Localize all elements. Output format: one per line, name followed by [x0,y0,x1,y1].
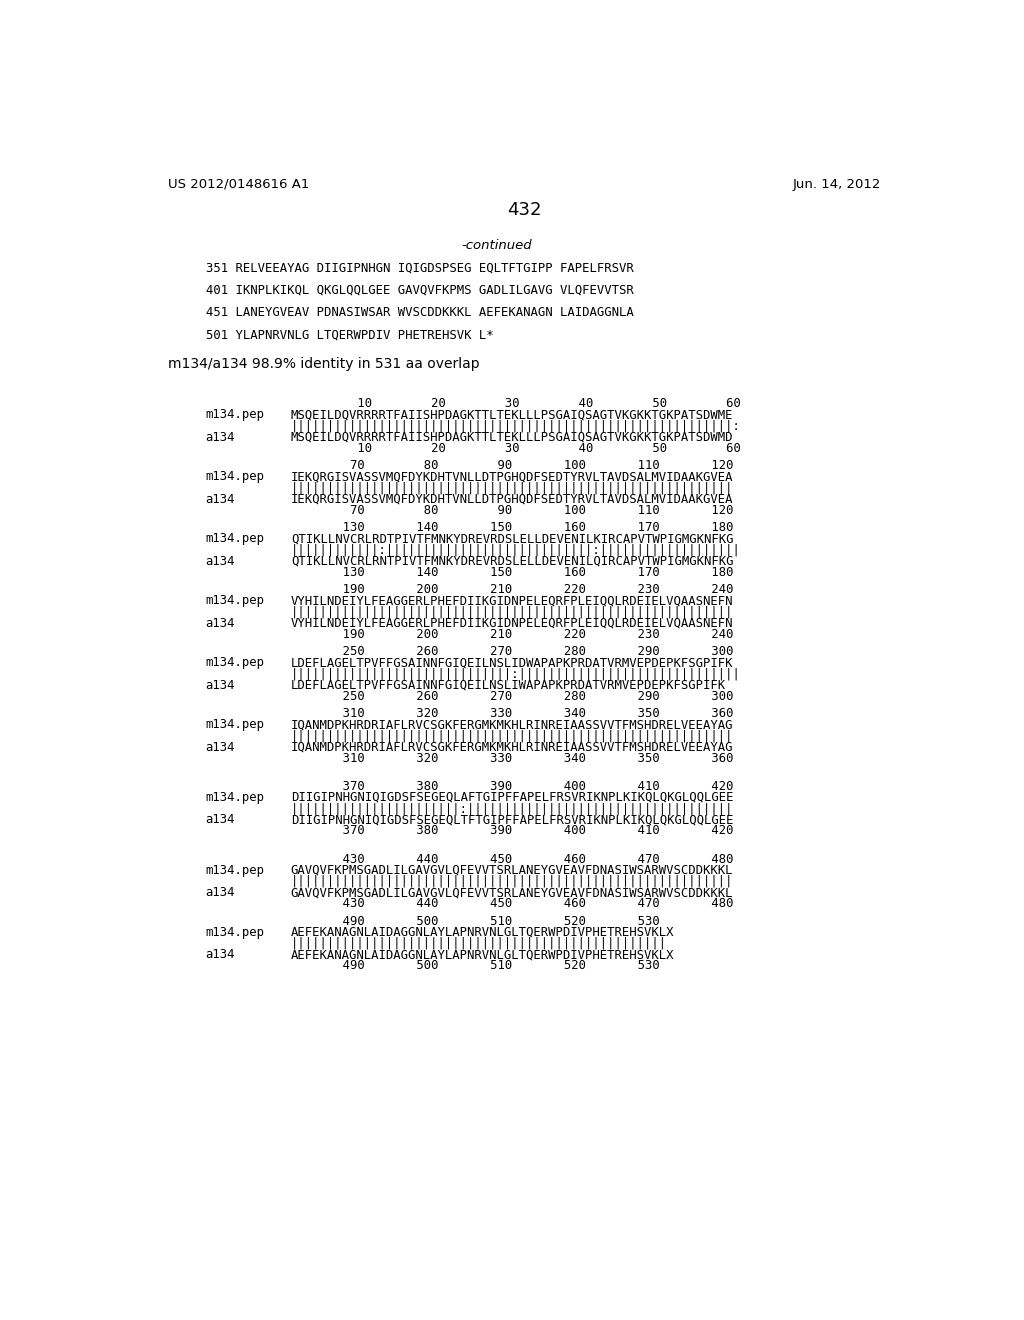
Text: a134: a134 [206,813,234,826]
Text: 250       260       270       280       290       300: 250 260 270 280 290 300 [291,689,733,702]
Text: ||||||||||||:||||||||||||||||||||||||||||:|||||||||||||||||||: ||||||||||||:|||||||||||||||||||||||||||… [291,544,740,557]
Text: AEFEKANAGNLAIDAGGNLAYLAPNRVNLGLTQERWPDIVPHETREHSVKLX: AEFEKANAGNLAIDAGGNLAYLAPNRVNLGLTQERWPDIV… [291,925,674,939]
Text: QTIKLLNVCRLRNTPIVTFMNKYDREVRDSLELLDEVENILQIRCAPVTWPIGMGKNFKG: QTIKLLNVCRLRNTPIVTFMNKYDREVRDSLELLDEVENI… [291,554,733,568]
Text: m134.pep: m134.pep [206,718,264,731]
Text: ||||||||||||||||||||||||||||||||||||||||||||||||||||||||||||: ||||||||||||||||||||||||||||||||||||||||… [291,875,733,888]
Text: m134.pep: m134.pep [206,532,264,545]
Text: 190       200       210       220       230       240: 190 200 210 220 230 240 [291,628,733,640]
Text: IEKQRGISVASSVMQFDYKDHTVNLLDTPGHQDFSEDTYRVLTAVDSALMVIDAAKGVEA: IEKQRGISVASSVMQFDYKDHTVNLLDTPGHQDFSEDTYR… [291,492,733,506]
Text: 190       200       210       220       230       240: 190 200 210 220 230 240 [291,583,733,597]
Text: IQANMDPKHRDRIAFLRVCSGKFERGMKMKHLRINREIAASSVVTFMSHDRELVEЕAYAG: IQANMDPKHRDRIAFLRVCSGKFERGMKMKHLRINREIAA… [291,741,733,754]
Text: m134/a134 98.9% identity in 531 aa overlap: m134/a134 98.9% identity in 531 aa overl… [168,358,480,371]
Text: ||||||||||||||||||||||||||||||||||||||||||||||||||||||||||||:: ||||||||||||||||||||||||||||||||||||||||… [291,420,740,433]
Text: Jun. 14, 2012: Jun. 14, 2012 [793,178,882,190]
Text: a134: a134 [206,741,234,754]
Text: 432: 432 [508,201,542,219]
Text: DIIGIPNHGNIQIGDSFSEGEQLAFTGIPFFAPELFRSVRIKNPLKIKQLQKGLQQLGEE: DIIGIPNHGNIQIGDSFSEGEQLAFTGIPFFAPELFRSVR… [291,791,733,804]
Text: LDEFLAGELTPVFFGSAINNFGIQEILNSLIDWAPAPKPRDATVRMVEPDEPKFSGPIFK: LDEFLAGELTPVFFGSAINNFGIQEILNSLIDWAPAPKPR… [291,656,733,669]
Text: a134: a134 [206,948,234,961]
Text: m134.pep: m134.pep [206,594,264,607]
Text: 430       440       450       460       470       480: 430 440 450 460 470 480 [291,898,733,911]
Text: ||||||||||||||||||||||||||||||||||||||||||||||||||||||||||||: ||||||||||||||||||||||||||||||||||||||||… [291,730,733,742]
Text: 70        80        90       100       110       120: 70 80 90 100 110 120 [291,459,733,473]
Text: 70        80        90       100       110       120: 70 80 90 100 110 120 [291,504,733,516]
Text: 370       380       390       400       410       420: 370 380 390 400 410 420 [291,780,733,793]
Text: a134: a134 [206,492,234,506]
Text: US 2012/0148616 A1: US 2012/0148616 A1 [168,178,309,190]
Text: 351 RELVEEAYAG DIIGIPNHGN IQIGDSPSEG EQLTFTGIPP FAPELFRSVR: 351 RELVEEAYAG DIIGIPNHGN IQIGDSPSEG EQL… [206,261,633,275]
Text: m134.pep: m134.pep [206,925,264,939]
Text: m134.pep: m134.pep [206,863,264,876]
Text: |||||||||||||||||||||||||||||||||||||||||||||||||||: ||||||||||||||||||||||||||||||||||||||||… [291,937,667,950]
Text: AEFEKANAGNLAIDAGGNLAYLAPNRVNLGLTQERWPDIVPHETREHSVKLX: AEFEKANAGNLAIDAGGNLAYLAPNRVNLGLTQERWPDIV… [291,948,674,961]
Text: QTIKLLNVCRLRDTPIVTFMNKYDREVRDSLELLDEVENILKIRCAPVTWPIGMGKNFKG: QTIKLLNVCRLRDTPIVTFMNKYDREVRDSLELLDEVENI… [291,532,733,545]
Text: 430       440       450       460       470       480: 430 440 450 460 470 480 [291,853,733,866]
Text: 10        20        30        40        50        60: 10 20 30 40 50 60 [291,442,740,455]
Text: MSQEILDQVRRRRTFAIISHPDAGKTTLTEKLLLPSGAIQSAGTVKGKKTGKPATSDWME: MSQEILDQVRRRRTFAIISHPDAGKTTLTEKLLLPSGAIQ… [291,408,733,421]
Text: 310       320       330       340       350       360: 310 320 330 340 350 360 [291,751,733,764]
Text: 490       500       510       520       530: 490 500 510 520 530 [291,915,659,928]
Text: 451 LANEYGVEAV PDNASIWSAR WVSCDDKKKL AEFEKANAGN LAIDAGGNLA: 451 LANEYGVEAV PDNASIWSAR WVSCDDKKKL AEF… [206,306,633,319]
Text: IEKQRGISVASSVMQFDYKDHTVNLLDTPGHQDFSEDTYRVLTAVDSALMVIDAAKGVEA: IEKQRGISVASSVMQFDYKDHTVNLLDTPGHQDFSEDTYR… [291,470,733,483]
Text: a134: a134 [206,886,234,899]
Text: 310       320       330       340       350       360: 310 320 330 340 350 360 [291,708,733,719]
Text: a134: a134 [206,678,234,692]
Text: |||||||||||||||||||||||:||||||||||||||||||||||||||||||||||||: |||||||||||||||||||||||:||||||||||||||||… [291,803,733,816]
Text: GAVQVFKPMSGADLILGAVGVLQFEVVTSRLANEYGVEAVFDNASIWSARWVSCDDKKKL: GAVQVFKPMSGADLILGAVGVLQFEVVTSRLANEYGVEAV… [291,863,733,876]
Text: 490       500       510       520       530: 490 500 510 520 530 [291,960,659,973]
Text: ||||||||||||||||||||||||||||||||||||||||||||||||||||||||||||: ||||||||||||||||||||||||||||||||||||||||… [291,482,733,495]
Text: m134.pep: m134.pep [206,408,264,421]
Text: m134.pep: m134.pep [206,656,264,669]
Text: m134.pep: m134.pep [206,791,264,804]
Text: 130       140       150       160       170       180: 130 140 150 160 170 180 [291,566,733,578]
Text: IQANMDPKHRDRIAFLRVCSGKFERGMKMKHLRINREIAASSVVTFMSHDRELVEЕAYAG: IQANMDPKHRDRIAFLRVCSGKFERGMKMKHLRINREIAA… [291,718,733,731]
Text: a134: a134 [206,430,234,444]
Text: LDEFLAGELTPVFFGSAINNFGIQEILNSLIWAPAPKPRDATVRMVEPDEPKFSGPIFK: LDEFLAGELTPVFFGSAINNFGIQEILNSLIWAPAPKPRD… [291,678,726,692]
Text: VYHILNDEIYLFEAGGERLPHEFDIIKGIDNPELEQRFPLEIQQLRDEIELVQAASNEFN: VYHILNDEIYLFEAGGERLPHEFDIIKGIDNPELEQRFPL… [291,616,733,630]
Text: DIIGIPNHGNIQIGDSFSEGEQLTFTGIPFFAPELFRSVRIKNPLKIKQLQKGLQQLGEE: DIIGIPNHGNIQIGDSFSEGEQLTFTGIPFFAPELFRSVR… [291,813,733,826]
Text: 370       380       390       400       410       420: 370 380 390 400 410 420 [291,825,733,837]
Text: m134.pep: m134.pep [206,470,264,483]
Text: 130       140       150       160       170       180: 130 140 150 160 170 180 [291,521,733,535]
Text: VYHILNDEIYLFEAGGERLPHEFDIIKGIDNPELEQRFPLEIQQLRDEIELVQAASNEFN: VYHILNDEIYLFEAGGERLPHEFDIIKGIDNPELEQRFPL… [291,594,733,607]
Text: GAVQVFKPMSGADLILGAVGVLQFEVVTSRLANEYGVEAVFDNASIWSARWVSCDDKKKL: GAVQVFKPMSGADLILGAVGVLQFEVVTSRLANEYGVEAV… [291,886,733,899]
Text: 501 YLAPNRVNLG LTQERWPDIV PHETREHSVK L*: 501 YLAPNRVNLG LTQERWPDIV PHETREHSVK L* [206,329,494,342]
Text: ||||||||||||||||||||||||||||||:||||||||||||||||||||||||||||||: ||||||||||||||||||||||||||||||:|||||||||… [291,668,740,680]
Text: 401 IKNPLKIKQL QKGLQQLGEE GAVQVFKPMS GADLILGAVG VLQFEVVTSR: 401 IKNPLKIKQL QKGLQQLGEE GAVQVFKPMS GAD… [206,284,633,297]
Text: -continued: -continued [461,239,531,252]
Text: 250       260       270       280       290       300: 250 260 270 280 290 300 [291,645,733,659]
Text: MSQEILDQVRRRRTFAIISHPDAGKTTLTEKLLLPSGAIQSAGTVKGKKTGKPATSDWMD: MSQEILDQVRRRRTFAIISHPDAGKTTLTEKLLLPSGAIQ… [291,430,733,444]
Text: ||||||||||||||||||||||||||||||||||||||||||||||||||||||||||||: ||||||||||||||||||||||||||||||||||||||||… [291,606,733,618]
Text: 10        20        30        40        50        60: 10 20 30 40 50 60 [291,397,740,411]
Text: a134: a134 [206,554,234,568]
Text: a134: a134 [206,616,234,630]
